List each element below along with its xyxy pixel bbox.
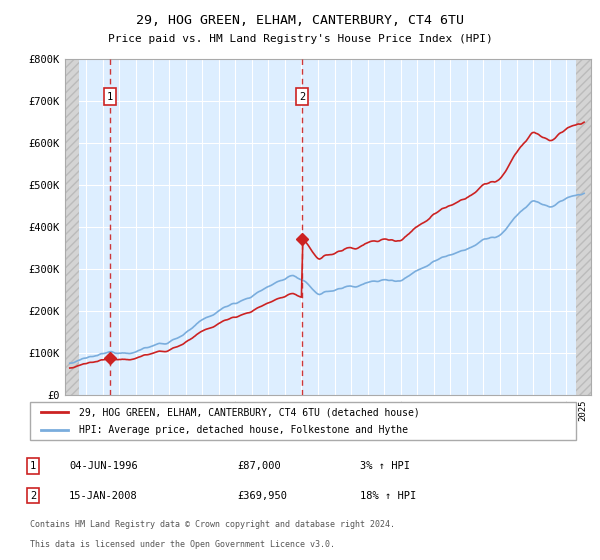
Text: 2: 2 bbox=[299, 92, 305, 101]
Text: 29, HOG GREEN, ELHAM, CANTERBURY, CT4 6TU (detached house): 29, HOG GREEN, ELHAM, CANTERBURY, CT4 6T… bbox=[79, 407, 420, 417]
Text: 3% ↑ HPI: 3% ↑ HPI bbox=[360, 461, 410, 471]
Bar bbox=[576, 59, 591, 395]
Text: HPI: Average price, detached house, Folkestone and Hythe: HPI: Average price, detached house, Folk… bbox=[79, 425, 408, 435]
Text: 1: 1 bbox=[107, 92, 113, 101]
FancyBboxPatch shape bbox=[30, 402, 576, 440]
Text: 15-JAN-2008: 15-JAN-2008 bbox=[69, 491, 138, 501]
Text: Contains HM Land Registry data © Crown copyright and database right 2024.: Contains HM Land Registry data © Crown c… bbox=[30, 520, 395, 529]
Text: 1: 1 bbox=[30, 461, 36, 471]
Bar bbox=[65, 59, 79, 395]
Text: 04-JUN-1996: 04-JUN-1996 bbox=[69, 461, 138, 471]
Text: Price paid vs. HM Land Registry's House Price Index (HPI): Price paid vs. HM Land Registry's House … bbox=[107, 34, 493, 44]
Text: This data is licensed under the Open Government Licence v3.0.: This data is licensed under the Open Gov… bbox=[30, 540, 335, 549]
Text: 2: 2 bbox=[30, 491, 36, 501]
Text: £87,000: £87,000 bbox=[237, 461, 281, 471]
Text: 29, HOG GREEN, ELHAM, CANTERBURY, CT4 6TU: 29, HOG GREEN, ELHAM, CANTERBURY, CT4 6T… bbox=[136, 14, 464, 27]
Text: 18% ↑ HPI: 18% ↑ HPI bbox=[360, 491, 416, 501]
Text: £369,950: £369,950 bbox=[237, 491, 287, 501]
